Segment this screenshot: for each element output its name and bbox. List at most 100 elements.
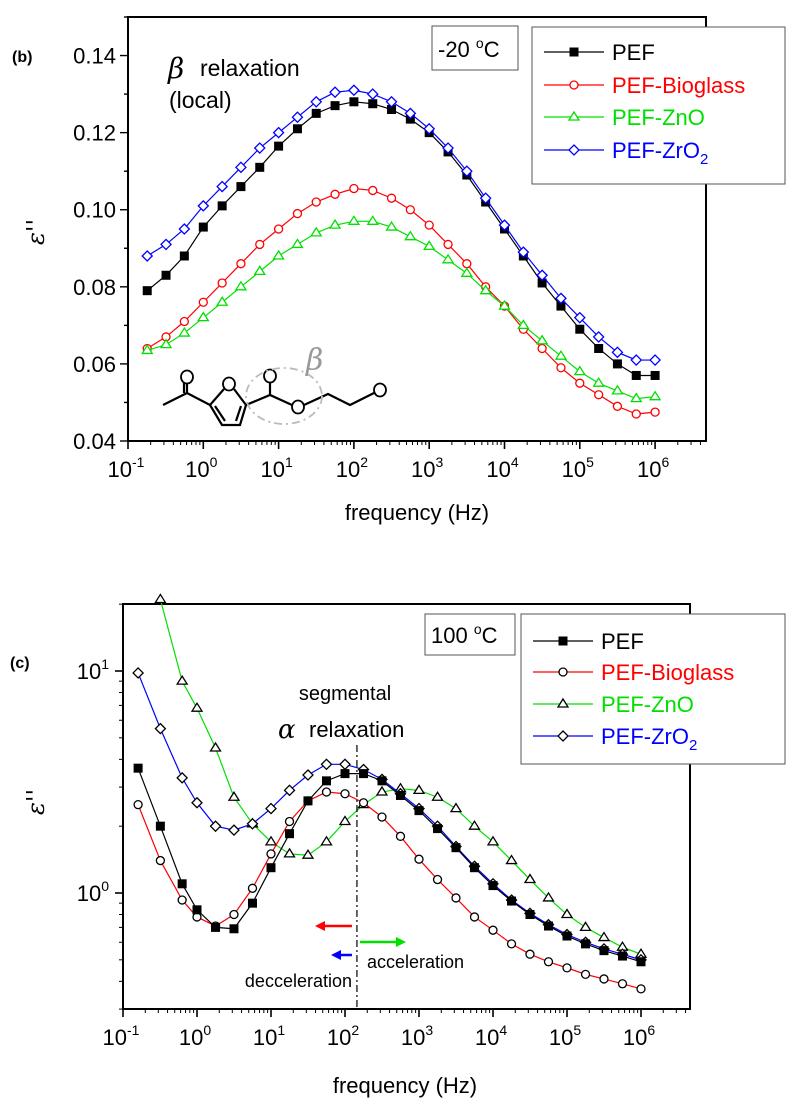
- series-line: [147, 220, 656, 400]
- data-point: [442, 142, 454, 154]
- data-point: [579, 921, 592, 932]
- y-tick-label: 0.14: [73, 44, 116, 69]
- data-point: [291, 111, 304, 124]
- tick-base: 10: [549, 1025, 573, 1050]
- tick-exponent: 4: [511, 454, 519, 470]
- tick-exponent: 6: [661, 454, 669, 470]
- temperature-label-b: -20 oC: [438, 35, 500, 62]
- data-point: [197, 311, 210, 322]
- data-point: [594, 390, 604, 400]
- tick-exponent: -1: [132, 454, 145, 470]
- data-point: [133, 800, 143, 810]
- data-point: [649, 354, 662, 366]
- data-point: [469, 912, 480, 922]
- data-point: [375, 785, 389, 796]
- data-point: [543, 957, 554, 967]
- panel-label-b: (b): [12, 49, 32, 66]
- pef-repeat-unit-structure: [162, 367, 387, 427]
- legend-item: PEF-ZrO2: [533, 724, 697, 754]
- data-point: [404, 107, 417, 120]
- data-point: [594, 343, 604, 353]
- series-line: [146, 89, 656, 361]
- data-point: [433, 824, 443, 834]
- data-point: [273, 224, 284, 234]
- data-point: [385, 95, 398, 108]
- data-point: [556, 363, 566, 373]
- data-point: [347, 215, 361, 225]
- data-point: [236, 182, 246, 192]
- data-point: [247, 898, 257, 908]
- data-point: [631, 370, 641, 380]
- data-point: [460, 267, 473, 277]
- legend-label: PEF-ZrO2: [612, 138, 708, 168]
- data-point: [414, 854, 424, 864]
- data-point: [636, 957, 646, 967]
- data-point: [320, 835, 333, 846]
- legend-label: PEF-ZnO: [601, 692, 694, 717]
- data-point: [236, 259, 246, 269]
- data-point: [581, 939, 591, 949]
- x-tick-label: 103: [411, 454, 443, 482]
- data-point: [575, 378, 585, 388]
- data-point: [217, 278, 227, 288]
- data-point: [432, 874, 443, 885]
- segmental-label: segmental: [299, 683, 391, 705]
- data-point: [328, 218, 342, 229]
- data-point: [264, 835, 278, 846]
- tick-base: 10: [336, 457, 360, 482]
- legend-marker: [556, 697, 570, 708]
- tick-base: 10: [327, 1025, 351, 1050]
- data-point: [321, 787, 332, 797]
- tick-exponent: 2: [360, 454, 368, 470]
- data-point: [175, 674, 189, 685]
- data-point: [266, 863, 276, 873]
- data-point: [359, 769, 369, 779]
- legend-marker: [557, 730, 569, 742]
- data-point: [368, 99, 378, 109]
- data-point: [405, 205, 416, 215]
- x-tick-label: 101: [260, 454, 292, 482]
- data-point: [555, 292, 567, 305]
- data-point: [321, 776, 331, 786]
- legend-label-text: PEF: [601, 629, 644, 654]
- data-point: [358, 798, 369, 808]
- x-tick-label: 100: [185, 454, 217, 482]
- data-point: [179, 316, 189, 327]
- data-point: [460, 165, 473, 178]
- data-point: [386, 193, 397, 203]
- series-pef-bioglass: [146, 187, 656, 415]
- data-point: [209, 741, 222, 752]
- data-point: [630, 354, 643, 366]
- plot-frame: [127, 16, 707, 442]
- data-point: [486, 835, 500, 846]
- data-point: [198, 297, 208, 307]
- data-point: [330, 101, 340, 111]
- y-axis-label-c: ε'': [22, 789, 50, 815]
- green-right-arrow-head: [396, 937, 406, 947]
- data-point: [479, 284, 492, 295]
- data-point: [292, 208, 303, 219]
- data-point: [636, 984, 646, 994]
- data-point: [366, 88, 379, 101]
- chart-panel-b: 10-1 100 101 102 103 104 105 1060.040.060.080.1…: [73, 16, 786, 482]
- legend-label-text: PEF: [612, 40, 655, 65]
- y-tick-label: 0.12: [73, 121, 116, 146]
- data-point: [404, 230, 417, 241]
- data-point: [562, 963, 572, 973]
- series-markers-pef-zro2: [141, 84, 662, 366]
- legend-label-text: PEF-Bioglass: [612, 73, 745, 98]
- data-point: [424, 220, 434, 230]
- data-point: [215, 296, 229, 306]
- data-point: [573, 365, 586, 376]
- decceleration-label: decceleration: [245, 971, 352, 991]
- data-point: [597, 931, 611, 942]
- legend-marker: [567, 110, 581, 121]
- legend-item: PEF-Bioglass: [533, 660, 734, 685]
- data-point: [443, 239, 453, 250]
- legend-label-text: PEF-Bioglass: [601, 660, 734, 685]
- data-point: [349, 183, 359, 194]
- legend-item: PEF-Bioglass: [544, 73, 745, 98]
- legend-label-text: PEF-ZnO: [612, 105, 705, 130]
- data-point: [543, 921, 553, 931]
- data-point: [368, 185, 378, 196]
